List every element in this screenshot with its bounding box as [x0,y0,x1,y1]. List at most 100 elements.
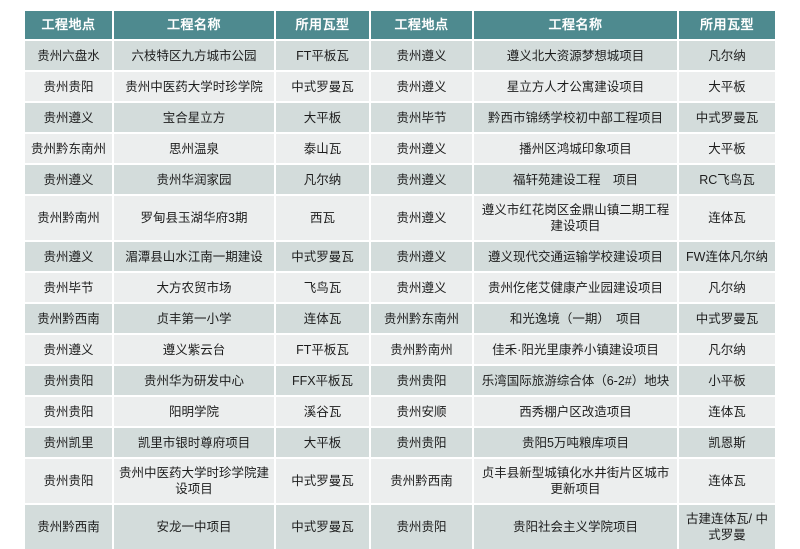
column-header-location-right: 工程地点 [370,11,474,41]
cell-tiletype-left: 连体瓦 [275,303,371,335]
cell-project-left: 贞丰第一小学 [113,303,276,335]
cell-tiletype-right: 连体瓦 [678,458,775,505]
table-row: 贵州黔西南 贞丰第一小学 连体瓦 贵州黔东南州 和光逸境（一期） 项目 中式罗曼瓦 [25,303,775,335]
cell-tiletype-right: 连体瓦 [678,396,775,428]
cell-tiletype-left: 中式罗曼瓦 [275,71,371,103]
cell-project-right: 贵州仡佬艾健康产业园建设项目 [473,272,679,304]
cell-project-left: 贵州华为研发中心 [113,365,276,397]
cell-project-left: 思州温泉 [113,133,276,165]
cell-project-left: 安龙一中项目 [113,504,276,549]
cell-location-left: 贵州黔西南 [25,303,114,335]
cell-location-right: 贵州遵义 [370,133,474,165]
cell-project-right: 遵义市红花岗区金鼎山镇二期工程建设项目 [473,195,679,242]
cell-location-right: 贵州黔西南 [370,458,474,505]
cell-location-right: 贵州黔南州 [370,334,474,366]
cell-location-left: 贵州凯里 [25,427,114,459]
cell-location-right: 贵州黔东南州 [370,303,474,335]
cell-project-right: 福轩苑建设工程 项目 [473,164,679,196]
cell-location-right: 贵州遵义 [370,272,474,304]
project-table-container: 工程地点 工程名称 所用瓦型 工程地点 工程名称 所用瓦型 贵州六盘水 六枝特区九… [25,11,775,549]
cell-location-left: 贵州黔南州 [25,195,114,242]
table-row: 贵州黔西南 安龙一中项目 中式罗曼瓦 贵州贵阳 贵阳社会主义学院项目 古建连体瓦/ 中式罗… [25,504,775,549]
table-body: 贵州六盘水 六枝特区九方城市公园 FT平板瓦 贵州遵义 遵义北大资源梦想城项目 凡尔纳 贵州… [25,40,775,549]
cell-project-right: 贵阳5万吨粮库项目 [473,427,679,459]
cell-location-left: 贵州贵阳 [25,458,114,505]
table-header-row: 工程地点 工程名称 所用瓦型 工程地点 工程名称 所用瓦型 [25,11,775,41]
cell-tiletype-right: 凡尔纳 [678,40,775,72]
table-row: 贵州遵义 贵州华润家园 凡尔纳 贵州遵义 福轩苑建设工程 项目 RC飞鸟瓦 [25,164,775,196]
cell-location-left: 贵州毕节 [25,272,114,304]
table-header: 工程地点 工程名称 所用瓦型 工程地点 工程名称 所用瓦型 [25,11,775,41]
cell-tiletype-left: 大平板 [275,102,371,134]
cell-location-right: 贵州贵阳 [370,504,474,549]
cell-project-left: 贵州华润家园 [113,164,276,196]
table-row: 贵州贵阳 贵州中医药大学时珍学院 中式罗曼瓦 贵州遵义 星立方人才公寓建设项目 大平板 [25,71,775,103]
cell-location-right: 贵州遵义 [370,241,474,273]
cell-tiletype-right: 小平板 [678,365,775,397]
table-row: 贵州贵阳 贵州中医药大学时珍学院建设项目 中式罗曼瓦 贵州黔西南 贞丰县新型城镇化水井街… [25,458,775,505]
cell-location-right: 贵州安顺 [370,396,474,428]
cell-tiletype-left: 飞鸟瓦 [275,272,371,304]
cell-project-right: 播州区鸿城印象项目 [473,133,679,165]
cell-location-right: 贵州毕节 [370,102,474,134]
cell-location-left: 贵州贵阳 [25,396,114,428]
cell-project-right: 黔西市锦绣学校初中部工程项目 [473,102,679,134]
cell-project-left: 大方农贸市场 [113,272,276,304]
cell-tiletype-right: 连体瓦 [678,195,775,242]
cell-tiletype-right: FW连体凡尔纳 [678,241,775,273]
cell-tiletype-right: 凡尔纳 [678,334,775,366]
cell-project-right: 和光逸境（一期） 项目 [473,303,679,335]
cell-project-right: 星立方人才公寓建设项目 [473,71,679,103]
cell-location-right: 贵州贵阳 [370,365,474,397]
cell-location-left: 贵州黔东南州 [25,133,114,165]
cell-project-left: 湄潭县山水江南一期建设 [113,241,276,273]
cell-project-left: 贵州中医药大学时珍学院建设项目 [113,458,276,505]
cell-project-left: 六枝特区九方城市公园 [113,40,276,72]
cell-location-right: 贵州遵义 [370,164,474,196]
table-row: 贵州遵义 湄潭县山水江南一期建设 中式罗曼瓦 贵州遵义 遵义现代交通运输学校建设项目 FW… [25,241,775,273]
cell-location-left: 贵州遵义 [25,164,114,196]
cell-tiletype-left: 溪谷瓦 [275,396,371,428]
cell-tiletype-left: FT平板瓦 [275,334,371,366]
table-row: 贵州黔南州 罗甸县玉湖华府3期 西瓦 贵州遵义 遵义市红花岗区金鼎山镇二期工程建设项目连… [25,195,775,242]
cell-tiletype-right: 大平板 [678,133,775,165]
cell-project-left: 宝合星立方 [113,102,276,134]
cell-tiletype-right: 古建连体瓦/ 中式罗曼 [678,504,775,549]
cell-project-left: 罗甸县玉湖华府3期 [113,195,276,242]
cell-tiletype-left: 西瓦 [275,195,371,242]
column-header-project-left: 工程名称 [113,11,276,41]
cell-project-right: 佳禾·阳光里康养小镇建设项目 [473,334,679,366]
cell-location-right: 贵州遵义 [370,195,474,242]
cell-tiletype-right: 凡尔纳 [678,272,775,304]
cell-location-left: 贵州贵阳 [25,365,114,397]
page-root: 工程地点 工程名称 所用瓦型 工程地点 工程名称 所用瓦型 贵州六盘水 六枝特区九… [25,11,775,549]
table-row: 贵州遵义 遵义紫云台 FT平板瓦 贵州黔南州 佳禾·阳光里康养小镇建设项目 凡尔纳 [25,334,775,366]
cell-project-right: 遵义现代交通运输学校建设项目 [473,241,679,273]
table-row: 贵州遵义 宝合星立方 大平板 贵州毕节 黔西市锦绣学校初中部工程项目 中式罗曼瓦 [25,102,775,134]
table-row: 贵州六盘水 六枝特区九方城市公园 FT平板瓦 贵州遵义 遵义北大资源梦想城项目 凡尔纳 [25,40,775,72]
cell-project-right: 乐湾国际旅游综合体（6-2#）地块 [473,365,679,397]
cell-location-right: 贵州遵义 [370,71,474,103]
cell-location-left: 贵州遵义 [25,102,114,134]
cell-tiletype-right: 中式罗曼瓦 [678,102,775,134]
cell-location-left: 贵州遵义 [25,241,114,273]
cell-tiletype-left: 中式罗曼瓦 [275,504,371,549]
table-row: 贵州贵阳 贵州华为研发中心 FFX平板瓦 贵州贵阳 乐湾国际旅游综合体（6-2#）地块小… [25,365,775,397]
cell-tiletype-left: 中式罗曼瓦 [275,241,371,273]
table-row: 贵州凯里 凯里市银时尊府项目 大平板 贵州贵阳 贵阳5万吨粮库项目 凯恩斯 [25,427,775,459]
cell-tiletype-right: RC飞鸟瓦 [678,164,775,196]
cell-tiletype-left: FT平板瓦 [275,40,371,72]
table-row: 贵州黔东南州 思州温泉 泰山瓦 贵州遵义 播州区鸿城印象项目 大平板 [25,133,775,165]
cell-project-right: 遵义北大资源梦想城项目 [473,40,679,72]
cell-project-right: 西秀棚户区改造项目 [473,396,679,428]
cell-tiletype-left: 凡尔纳 [275,164,371,196]
column-header-tiletype-left: 所用瓦型 [275,11,371,41]
cell-project-left: 遵义紫云台 [113,334,276,366]
cell-location-right: 贵州遵义 [370,40,474,72]
cell-tiletype-right: 中式罗曼瓦 [678,303,775,335]
cell-tiletype-left: 大平板 [275,427,371,459]
cell-project-left: 阳明学院 [113,396,276,428]
cell-tiletype-right: 大平板 [678,71,775,103]
cell-location-left: 贵州六盘水 [25,40,114,72]
cell-project-left: 贵州中医药大学时珍学院 [113,71,276,103]
